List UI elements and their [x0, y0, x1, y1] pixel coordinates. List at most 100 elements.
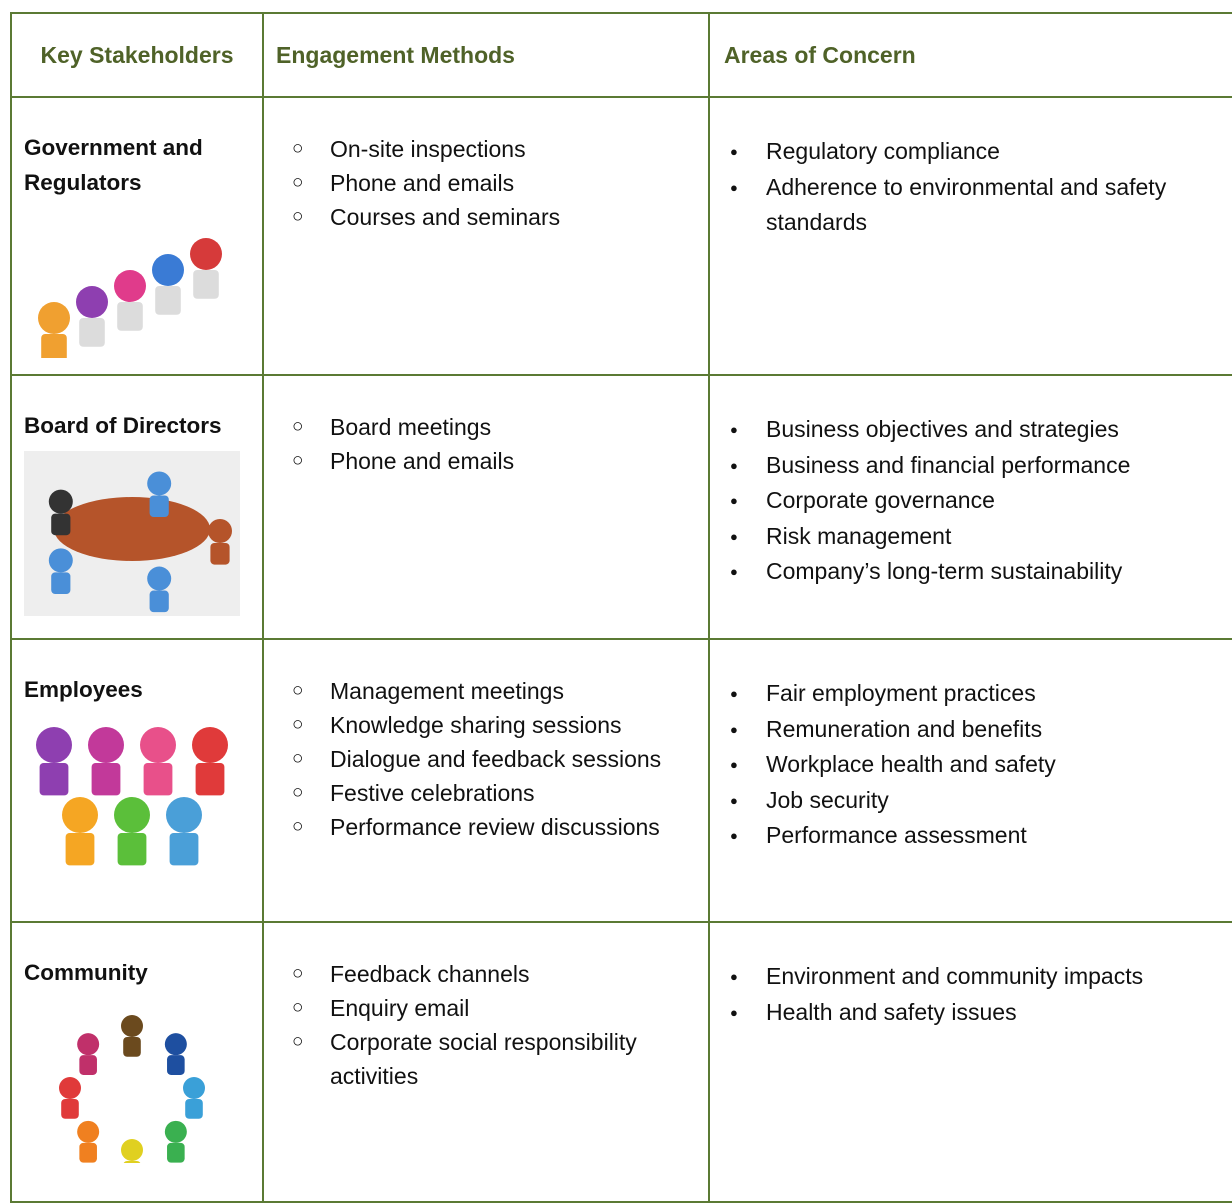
figure-body	[155, 286, 181, 315]
concerns-cell: Regulatory complianceAdherence to enviro…	[708, 96, 1232, 376]
concern-item: Health and safety issues	[710, 995, 1180, 1031]
figure-body	[65, 833, 95, 866]
figure-body	[79, 1055, 97, 1075]
figure-head	[166, 797, 202, 833]
methods-cell: Feedback channelsEnquiry emailCorporate …	[262, 921, 710, 1203]
figure-head	[121, 1139, 143, 1161]
method-item: Knowledge sharing sessions	[264, 708, 708, 742]
figure-head	[183, 1077, 205, 1099]
header-cell: Key Stakeholders	[10, 12, 264, 98]
method-item: Courses and seminars	[264, 200, 708, 234]
concern-item: Remuneration and benefits	[710, 712, 1180, 748]
figure-head	[59, 1077, 81, 1099]
figure-body	[149, 495, 169, 518]
figure-head	[164, 1033, 187, 1056]
concern-item: Job security	[710, 783, 1180, 819]
figure-body	[185, 1099, 203, 1119]
method-item: Performance review discussions	[264, 810, 708, 844]
figure-body	[51, 513, 71, 536]
concern-item: Risk management	[710, 519, 1180, 555]
concerns-list: Environment and community impactsHealth …	[710, 923, 1180, 1030]
concerns-cell: Environment and community impactsHealth …	[708, 921, 1232, 1203]
method-item: Dialogue and feedback sessions	[264, 742, 708, 776]
figure-head	[76, 286, 108, 318]
figure-body	[79, 1142, 97, 1163]
method-item: Board meetings	[264, 410, 708, 444]
stakeholder-illustration	[36, 727, 228, 866]
table-row: Government and Regulators On-site inspect…	[10, 96, 1232, 376]
concerns-list: Business objectives and strategiesBusine…	[710, 376, 1180, 590]
method-item: Enquiry email	[264, 991, 708, 1025]
figure-head	[114, 270, 146, 302]
figure-head	[77, 1120, 100, 1143]
figure-head	[114, 797, 150, 833]
table-shape	[54, 497, 210, 561]
figure-body	[193, 270, 219, 299]
method-item: Phone and emails	[264, 444, 708, 478]
figure-body	[123, 1037, 141, 1057]
figure-body	[149, 590, 169, 613]
header-row: Key Stakeholders Engagement Methods Area…	[10, 12, 1232, 98]
figure-head	[208, 519, 232, 543]
concerns-list: Regulatory complianceAdherence to enviro…	[710, 98, 1180, 241]
stakeholder-illustration	[59, 1015, 205, 1163]
concern-item: Workplace health and safety	[710, 747, 1180, 783]
concern-item: Fair employment practices	[710, 676, 1180, 712]
figure-head	[36, 727, 72, 763]
figure-head	[77, 1033, 100, 1056]
stakeholder-name: Board of Directors	[24, 413, 222, 438]
stakeholder-name: Community	[24, 960, 148, 985]
figure-head	[48, 489, 73, 514]
figure-head	[48, 548, 73, 573]
methods-cell: Management meetingsKnowledge sharing ses…	[262, 638, 710, 923]
method-item: On-site inspections	[264, 132, 708, 166]
methods-cell: Board meetingsPhone and emails	[262, 374, 710, 640]
stakeholder-name: Government and Regulators	[24, 135, 203, 195]
stakeholder-table: Key Stakeholders Engagement Methods Area…	[10, 12, 1232, 1203]
figure-body	[123, 1161, 141, 1163]
figure-body	[167, 1055, 185, 1075]
figure-head	[164, 1120, 187, 1143]
figure-head	[147, 566, 172, 591]
figure-head	[140, 727, 176, 763]
header-cell: Engagement Methods	[262, 12, 710, 98]
figure-body	[195, 763, 225, 796]
figure-body	[41, 334, 67, 358]
table-row: Community Feedback channelsEnquiry emailC…	[10, 921, 1232, 1203]
figure-body	[210, 543, 230, 565]
figure-body	[61, 1099, 79, 1119]
concern-item: Business objectives and strategies	[710, 412, 1180, 448]
figure-body	[143, 763, 173, 796]
methods-list: On-site inspectionsPhone and emailsCours…	[264, 98, 708, 234]
figure-head	[147, 471, 172, 496]
figure-head	[121, 1015, 143, 1037]
figure-body	[117, 302, 143, 331]
concern-item: Adherence to environmental and safety st…	[710, 170, 1180, 241]
stakeholder-name: Employees	[24, 677, 143, 702]
figure-body	[167, 1142, 185, 1163]
figure-head	[192, 727, 228, 763]
figure-head	[190, 238, 222, 270]
figure-body	[39, 763, 69, 796]
method-item: Phone and emails	[264, 166, 708, 200]
concerns-cell: Fair employment practicesRemuneration an…	[708, 638, 1232, 923]
figure-head	[88, 727, 124, 763]
stakeholder-cell: Employees	[10, 638, 264, 923]
concerns-list: Fair employment practicesRemuneration an…	[710, 640, 1180, 854]
methods-cell: On-site inspectionsPhone and emailsCours…	[262, 96, 710, 376]
figure-head	[152, 254, 184, 286]
concern-item: Performance assessment	[710, 818, 1180, 854]
table-body: Government and Regulators On-site inspect…	[10, 96, 1232, 1203]
concern-item: Regulatory compliance	[710, 134, 1180, 170]
stakeholder-cell: Community	[10, 921, 264, 1203]
figure-head	[38, 302, 70, 334]
methods-list: Management meetingsKnowledge sharing ses…	[264, 640, 708, 844]
stakeholder-cell: Government and Regulators	[10, 96, 264, 376]
table-row: Employees Management meetingsKnowledge sh…	[10, 638, 1232, 923]
figure-body	[51, 572, 71, 594]
figure-body	[169, 833, 199, 866]
stakeholder-cell: Board of Directors	[10, 374, 264, 640]
concern-item: Business and financial performance	[710, 448, 1180, 484]
figure-body	[79, 318, 105, 347]
